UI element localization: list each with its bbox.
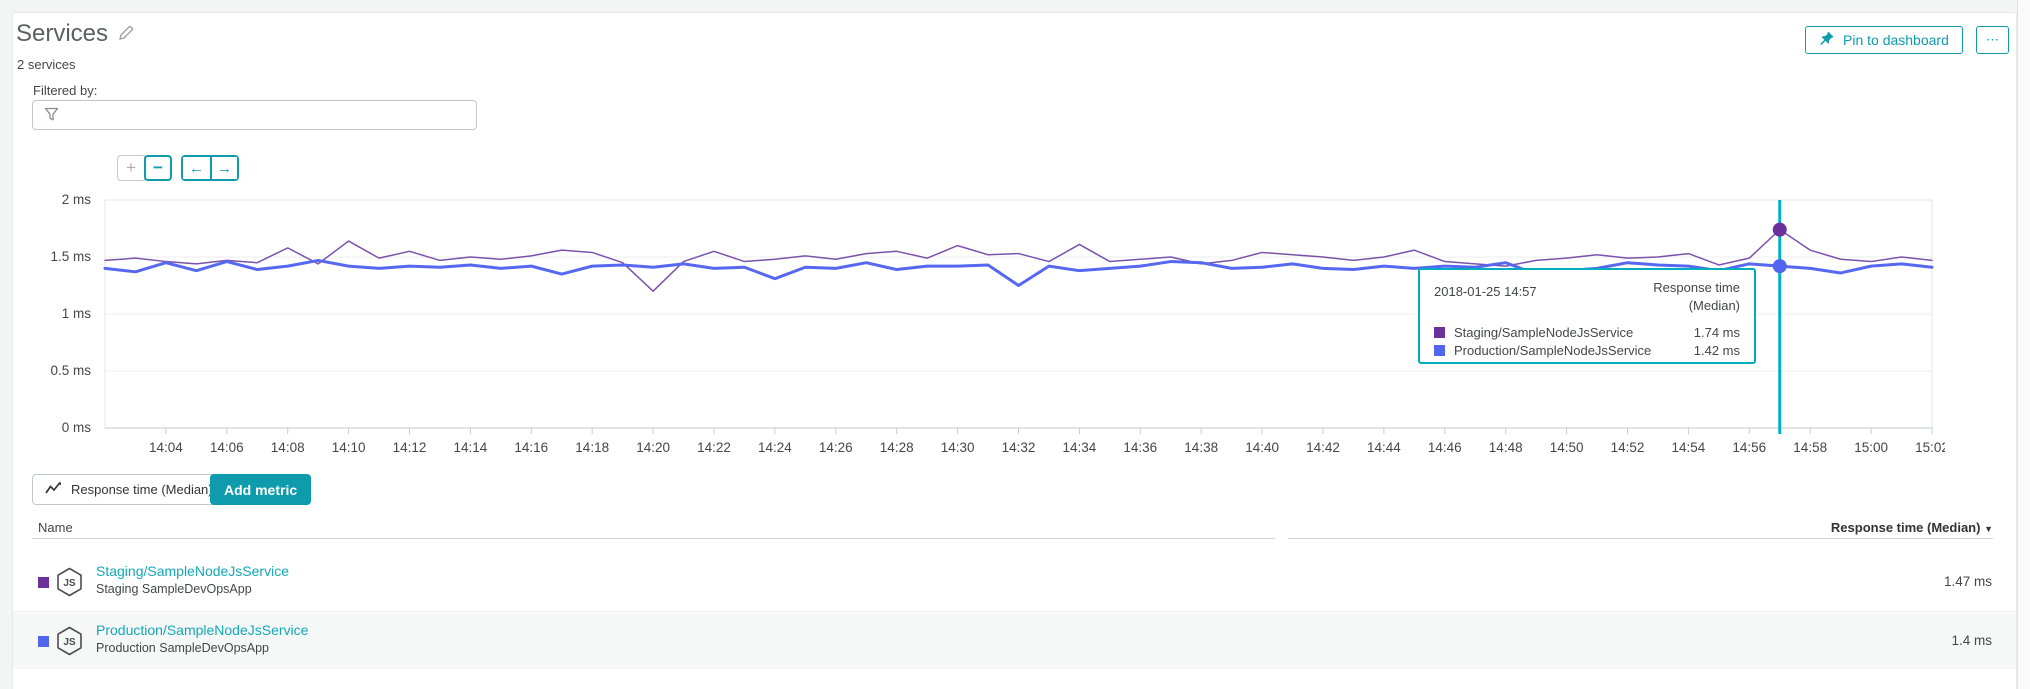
x-axis-tick-label: 14:48 [1489,440,1523,455]
chart-tooltip: 2018-01-25 14:57 Response time (Median) … [1418,268,1756,364]
x-axis-tick-label: 14:30 [941,440,975,455]
line-chart-icon [45,481,62,498]
service-link-staging[interactable]: Staging/SampleNodeJsService [96,563,289,579]
x-axis-tick-label: 14:22 [697,440,731,455]
series-line-staging [104,228,1933,292]
tooltip-staging-name: Staging/SampleNodeJsService [1454,324,1634,340]
pin-icon [1819,31,1834,49]
x-axis-tick-label: 14:34 [1063,440,1097,455]
x-axis-tick-label: 14:28 [880,440,914,455]
service-link-production[interactable]: Production/SampleNodeJsService [96,622,309,638]
x-axis-tick-label: 14:26 [819,440,853,455]
metric-button-label: Response time (Median) [71,482,213,497]
staging-legend-swatch [38,577,49,588]
x-axis-tick-label: 15:00 [1854,440,1888,455]
x-axis-tick-label: 14:52 [1611,440,1645,455]
x-axis-tick-label: 14:44 [1367,440,1401,455]
column-header-response-time[interactable]: Response time (Median) ▼ [1288,516,1993,539]
more-options-button[interactable]: ⋯ [1976,26,2009,54]
x-axis-tick-label: 14:36 [1123,440,1157,455]
x-axis-tick-label: 14:14 [454,440,488,455]
response-time-chart[interactable]: 2 ms 1.5 ms 1 ms 0.5 ms 0 ms 14:04 14:06 14:08 1… [30,148,1945,460]
nodejs-icon: JS [56,626,83,661]
x-axis-tick-label: 15:02 [1915,440,1945,455]
page-title: Services [16,20,134,48]
production-legend-swatch [38,636,49,647]
funnel-icon [44,107,59,127]
zoom-in-button[interactable]: + [117,155,145,181]
y-axis-tick-label: 2 ms [62,192,92,207]
nodejs-icon: JS [56,567,83,602]
edit-title-icon[interactable] [118,20,134,48]
x-axis-tick-label: 14:38 [1184,440,1218,455]
tooltip-metric-label: Response time (Median) [1653,280,1740,313]
tooltip-row-production: Production/SampleNodeJsService 1.42 ms [1434,341,1740,359]
tooltip-production-name: Production/SampleNodeJsService [1454,342,1652,358]
x-axis-tick-label: 14:06 [210,440,244,455]
tooltip-timestamp: 2018-01-25 14:57 [1434,284,1537,299]
x-axis-tick-label: 14:18 [575,440,609,455]
svg-text:JS: JS [63,578,76,589]
x-axis-tick-label: 14:12 [393,440,427,455]
x-axis-tick-label: 14:58 [1793,440,1827,455]
x-axis-tick-label: 14:50 [1550,440,1584,455]
vertical-scrollbar[interactable] [2017,0,2030,689]
x-axis-tick-label: 14:16 [514,440,548,455]
value-header-label: Response time (Median) [1830,520,1981,535]
pin-button-label: Pin to dashboard [1843,32,1949,48]
crosshair-dot-production [1772,259,1787,274]
pan-right-button[interactable]: → [210,157,237,179]
zoom-out-button[interactable]: − [144,155,172,181]
y-axis-tick-label: 1.5 ms [50,249,91,264]
series-line-production [103,258,1934,287]
filter-box [32,100,477,130]
page-title-text: Services [16,20,109,47]
x-axis-tick-label: 14:32 [1002,440,1036,455]
pin-to-dashboard-button[interactable]: Pin to dashboard [1805,26,1963,54]
filter-label: Filtered by: [33,83,98,98]
table-row-production[interactable]: JS Production/SampleNodeJsService Produc… [13,613,2016,669]
x-axis-tick-label: 14:08 [271,440,305,455]
service-subtitle: Staging SampleDevOpsApp [96,582,252,596]
y-axis-tick-label: 1 ms [62,306,92,321]
chart-controls: + − ← → [117,155,239,181]
x-axis-tick-label: 14:54 [1672,440,1706,455]
table-row-staging[interactable]: JS Staging/SampleNodeJsService Staging S… [13,552,2016,612]
response-time-value: 1.47 ms [1943,574,1992,589]
x-axis-tick-label: 14:56 [1732,440,1766,455]
x-axis-tick-label: 14:04 [149,440,183,455]
x-axis-tick-label: 14:24 [758,440,792,455]
tooltip-staging-value: 1.74 ms [1693,324,1740,340]
x-axis-tick-label: 14:40 [1245,440,1279,455]
ellipsis-icon: ⋯ [1986,32,1999,47]
filter-input[interactable] [32,100,477,130]
x-axis-tick-label: 14:20 [636,440,670,455]
svg-text:JS: JS [63,637,76,648]
response-time-value: 1.4 ms [1951,633,1992,648]
metric-selector-button[interactable]: Response time (Median) [32,474,226,505]
crosshair-dot-staging [1772,222,1787,237]
y-axis-tick-label: 0 ms [62,420,92,435]
tooltip-row-staging: Staging/SampleNodeJsService 1.74 ms [1434,323,1740,341]
x-axis-tick-label: 14:42 [1306,440,1340,455]
production-legend-swatch [1434,344,1445,356]
column-header-name[interactable]: Name [32,516,1275,539]
add-metric-button[interactable]: Add metric [210,474,312,505]
service-count: 2 services [17,57,76,72]
sort-descending-icon: ▼ [1984,524,1993,534]
x-axis-tick-label: 14:10 [332,440,366,455]
x-axis-tick-label: 14:46 [1428,440,1462,455]
service-subtitle: Production SampleDevOpsApp [96,641,270,655]
tooltip-production-value: 1.42 ms [1693,342,1740,358]
y-axis-tick-label: 0.5 ms [50,363,91,378]
pan-left-button[interactable]: ← [183,157,210,179]
staging-legend-swatch [1434,326,1445,338]
